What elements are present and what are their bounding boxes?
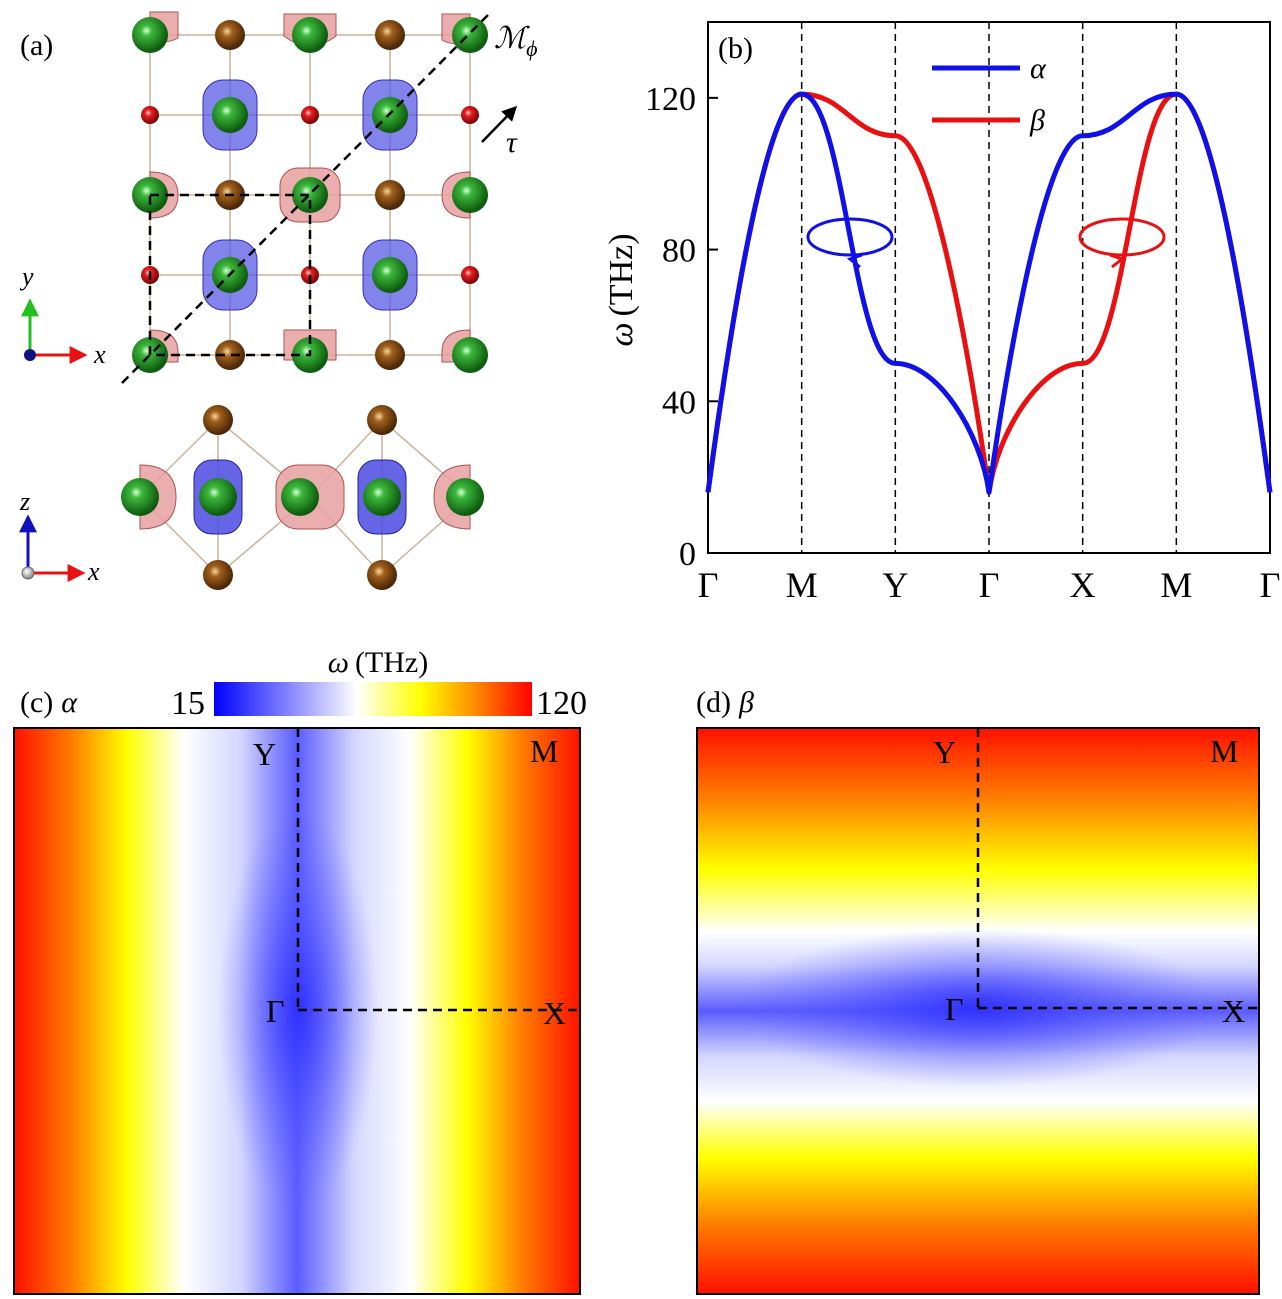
c-point-M: M — [530, 733, 558, 769]
x-tick-label: Γ — [979, 565, 1000, 605]
x-tick-label: M — [1160, 565, 1192, 605]
panel-a-label: (a) — [20, 29, 53, 62]
panel-d-label: (d) β — [696, 686, 754, 719]
axis-z-label: z — [19, 487, 30, 516]
colorbar-max-label: 120 — [536, 685, 587, 722]
translation-label: τ — [506, 126, 518, 159]
alpha-rotation-icon — [806, 217, 894, 269]
legend-alpha-label: α — [1030, 52, 1047, 85]
c-point-X: X — [543, 995, 566, 1031]
panel-b-label: (b) — [718, 32, 753, 65]
x-tick-label: X — [1070, 565, 1096, 605]
axes-xz: z x — [19, 487, 100, 586]
axis-y-label: y — [19, 262, 34, 291]
unit-cell-outline — [148, 193, 312, 357]
mirror-plane-line — [121, 14, 489, 384]
side-view — [121, 405, 484, 590]
d-point-M: M — [1210, 733, 1238, 769]
colorbar-min-label: 15 — [171, 685, 205, 722]
x-tick-label: Γ — [698, 565, 719, 605]
translation-arrow — [481, 105, 518, 143]
axis-x2-label: x — [87, 557, 100, 586]
axis-x-label: x — [93, 340, 106, 369]
y-tick-label: 80 — [662, 233, 696, 270]
panel-a: (a) — [19, 11, 537, 590]
x-tick-label: Γ — [1260, 565, 1281, 605]
band-structure-chart: 0 40 80 120 Γ M Y Γ X M Γ — [645, 21, 1281, 605]
d-point-Gamma: Γ — [945, 991, 964, 1027]
panel-b: 0 40 80 120 Γ M Y Γ X M Γ (b) ω(THz) α β — [603, 21, 1281, 605]
x-tick-label: M — [786, 565, 818, 605]
legend-beta-label: β — [1029, 104, 1045, 137]
beta-rotation-icon — [1078, 217, 1166, 269]
chart-legend: α β — [932, 52, 1047, 137]
brown-atoms — [215, 20, 405, 370]
mirror-label: ℳϕ — [494, 22, 537, 61]
c-point-Y: Y — [253, 736, 276, 772]
y-tick-label: 40 — [662, 384, 696, 421]
y-tick-label: 0 — [679, 536, 696, 573]
colorbar: ω (THz) 15 120 — [171, 646, 587, 722]
x-tick-label: Y — [882, 565, 908, 605]
y-tick-label: 120 — [645, 81, 696, 118]
axes-xy: y x — [19, 262, 106, 369]
series-line-alpha — [705, 91, 1273, 495]
d-point-X: X — [1222, 993, 1245, 1029]
y-axis-label: ω(THz) — [603, 233, 640, 346]
colorbar-title: ω (THz) — [328, 646, 428, 679]
panel-c-label: (c) α — [20, 686, 78, 719]
d-point-Y: Y — [933, 734, 956, 770]
panel-c: (c) α Y M Γ X — [13, 686, 581, 1295]
c-point-Gamma: Γ — [266, 993, 285, 1029]
panel-d: (d) β Y M Γ X — [696, 686, 1260, 1295]
colorbar-gradient — [214, 682, 532, 716]
